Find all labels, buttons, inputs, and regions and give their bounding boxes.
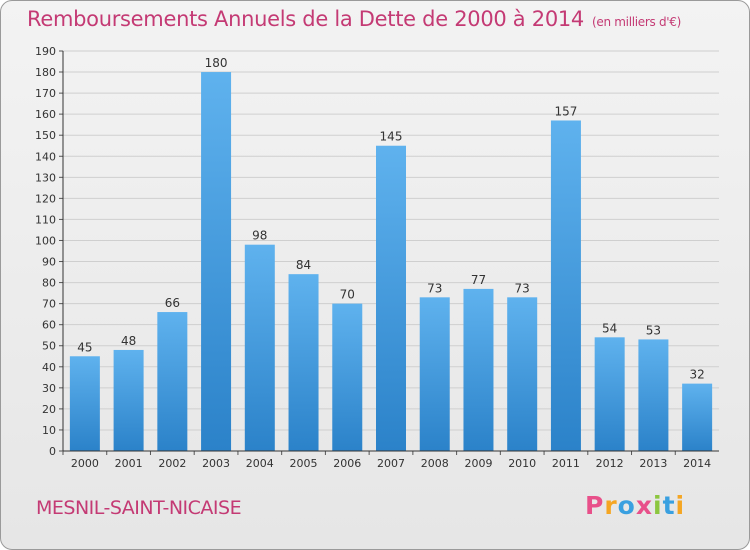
data-label-2006: 70 xyxy=(340,288,355,302)
logo-letter: P xyxy=(585,491,605,520)
data-label-2008: 73 xyxy=(427,281,442,295)
y-tick-label: 190 xyxy=(35,45,56,58)
bar-2005 xyxy=(288,274,319,451)
y-tick-label: 120 xyxy=(35,192,56,205)
chart-title-text: Remboursements Annuels de la Dette de 20… xyxy=(27,7,584,31)
commune-name: MESNIL-SAINT-NICAISE xyxy=(36,497,242,519)
logo-letter: r xyxy=(604,491,618,520)
data-label-2012: 54 xyxy=(602,321,617,335)
bar-2002 xyxy=(157,312,188,451)
logo-letter: x xyxy=(635,491,653,520)
y-tick-label: 70 xyxy=(42,298,56,311)
x-tick-label: 2008 xyxy=(421,457,449,470)
chart-title: Remboursements Annuels de la Dette de 20… xyxy=(27,7,681,31)
x-tick-label: 2001 xyxy=(115,457,143,470)
data-label-2002: 66 xyxy=(165,296,180,310)
bar-2000 xyxy=(69,356,100,451)
data-label-2005: 84 xyxy=(296,258,311,272)
bar-2007 xyxy=(376,145,406,451)
logo-letter: i xyxy=(653,491,663,520)
x-tick-label: 2005 xyxy=(290,457,318,470)
data-label-2009: 77 xyxy=(471,273,486,287)
x-tick-label: 2003 xyxy=(202,457,230,470)
y-tick-label: 0 xyxy=(49,445,56,458)
x-tick-label: 2006 xyxy=(333,457,361,470)
data-label-2011: 157 xyxy=(554,104,577,118)
y-tick-label: 100 xyxy=(35,234,56,247)
data-label-2013: 53 xyxy=(646,323,661,337)
bar-2003 xyxy=(201,72,232,451)
y-tick-label: 30 xyxy=(42,382,56,395)
x-tick-label: 2007 xyxy=(377,457,405,470)
x-tick-label: 2014 xyxy=(683,457,711,470)
logo-letter: o xyxy=(617,491,636,520)
x-tick-label: 2009 xyxy=(464,457,492,470)
chart-unit-note: (en milliers d'€) xyxy=(592,15,682,29)
logo-letter: t xyxy=(662,491,676,520)
x-tick-label: 2010 xyxy=(508,457,536,470)
proxiti-logo: Proxiti xyxy=(585,491,685,520)
bar-2014 xyxy=(682,383,713,451)
y-tick-label: 140 xyxy=(35,150,56,163)
bars: 45 48 66 180 98 84 70 145 73 77 73 157 54 53 32 xyxy=(69,56,713,451)
y-tick-label: 20 xyxy=(42,403,56,416)
data-label-2004: 98 xyxy=(252,229,267,243)
data-label-2001: 48 xyxy=(121,334,136,348)
y-axis-ticks: 0 10 20 30 40 50 60 70 80 90 100 110 120 130 140 150 160… xyxy=(35,45,63,458)
y-tick-label: 60 xyxy=(42,319,56,332)
bar-2004 xyxy=(244,244,275,451)
y-tick-label: 130 xyxy=(35,171,56,184)
x-tick-label: 2004 xyxy=(246,457,274,470)
x-tick-label: 2000 xyxy=(71,457,99,470)
y-tick-label: 110 xyxy=(35,213,56,226)
data-label-2003: 180 xyxy=(205,56,228,70)
y-tick-label: 10 xyxy=(42,424,56,437)
bar-2013 xyxy=(638,339,669,451)
axes xyxy=(62,51,719,452)
y-tick-label: 50 xyxy=(42,340,56,353)
data-label-2000: 45 xyxy=(77,340,92,354)
data-label-2010: 73 xyxy=(515,281,530,295)
y-tick-label: 40 xyxy=(42,361,56,374)
y-tick-label: 90 xyxy=(42,256,56,269)
x-tick-label: 2013 xyxy=(639,457,667,470)
bar-2009 xyxy=(463,288,494,451)
x-tick-label: 2011 xyxy=(552,457,580,470)
x-axis-ticks: 2000 2001 2002 2003 2004 2005 2006 2007 2008 2009… xyxy=(62,451,711,470)
bar-2006 xyxy=(332,303,363,451)
bar-2012 xyxy=(594,337,625,451)
bar-2011 xyxy=(550,120,581,451)
bar-2008 xyxy=(419,297,450,451)
data-label-2014: 32 xyxy=(689,368,704,382)
y-tick-label: 150 xyxy=(35,129,56,142)
y-tick-label: 160 xyxy=(35,108,56,121)
bar-2001 xyxy=(113,349,144,451)
y-tick-label: 180 xyxy=(35,66,56,79)
bar-2010 xyxy=(507,297,538,451)
x-tick-label: 2012 xyxy=(596,457,624,470)
y-tick-label: 80 xyxy=(42,277,56,290)
x-tick-label: 2002 xyxy=(158,457,186,470)
logo-letter: i xyxy=(675,491,686,520)
data-label-2007: 145 xyxy=(380,130,403,144)
y-tick-label: 170 xyxy=(35,87,56,100)
